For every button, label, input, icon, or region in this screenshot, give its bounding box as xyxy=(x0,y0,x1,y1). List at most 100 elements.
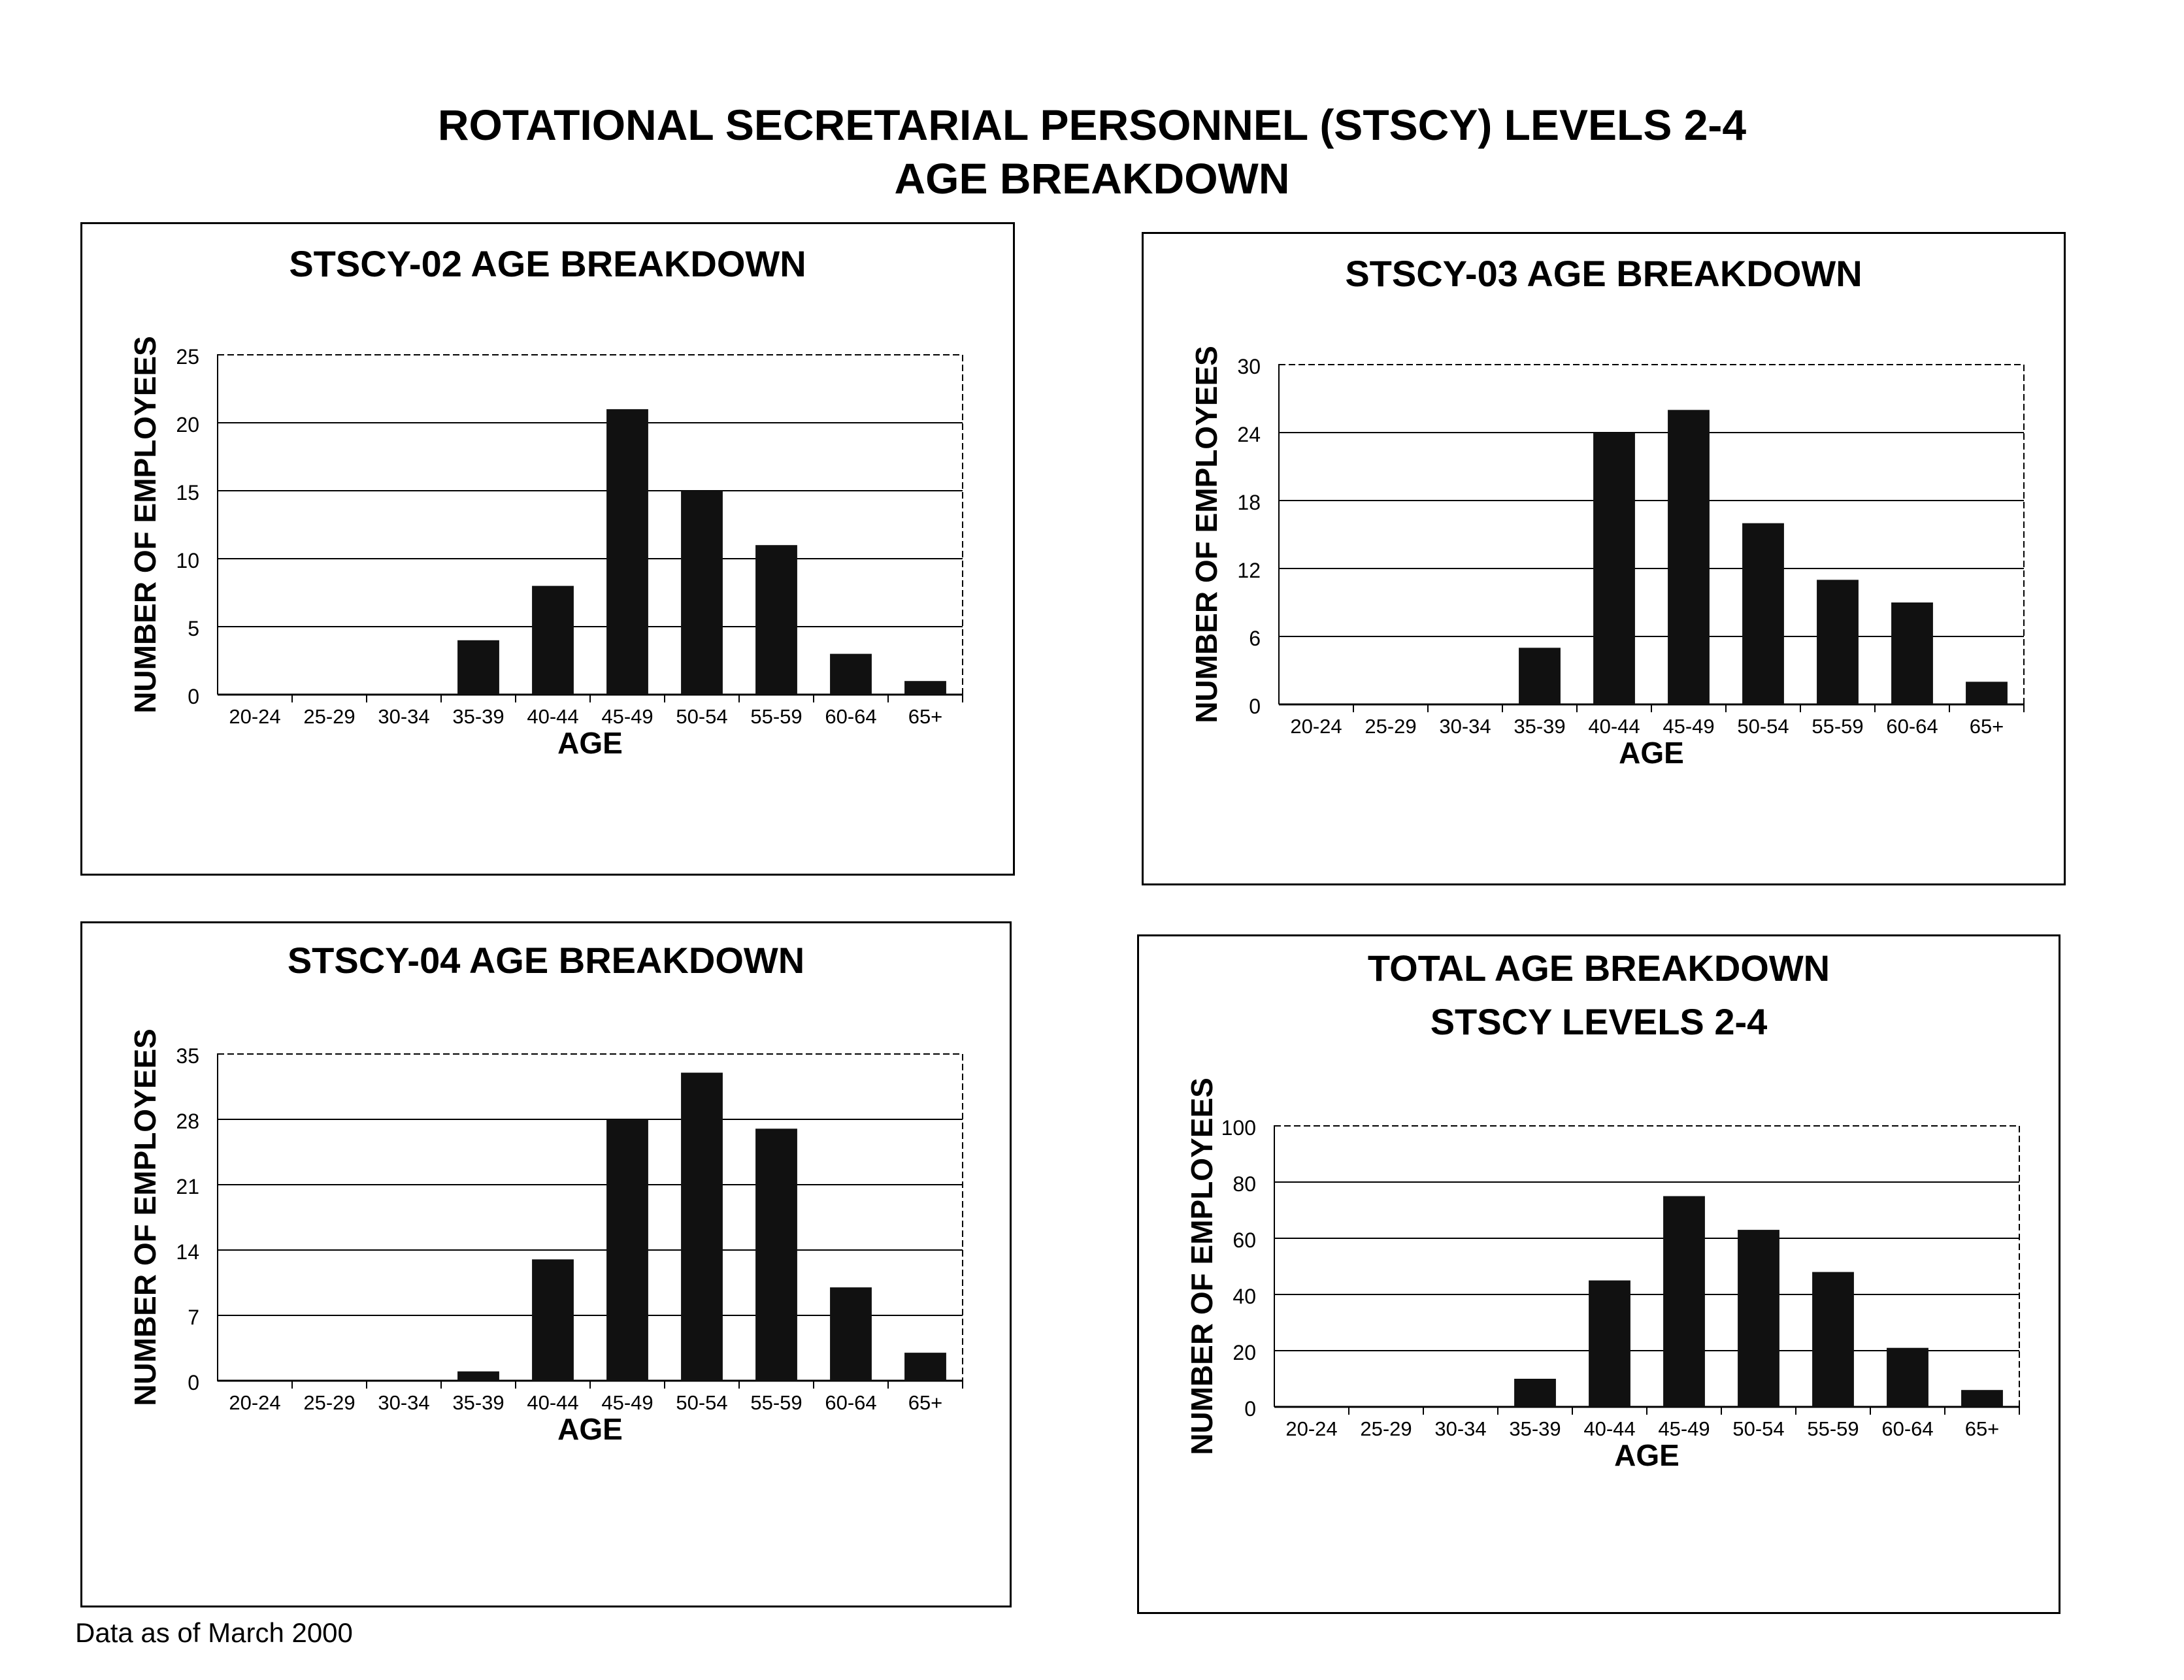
data-date-footnote: Data as of March 2000 xyxy=(75,1617,353,1648)
bar-55-59 xyxy=(755,545,797,695)
x-tick-label: 30-34 xyxy=(378,705,429,728)
bar-55-59 xyxy=(1812,1272,1854,1407)
x-tick-label: 60-64 xyxy=(825,705,876,728)
x-axis-label: AGE xyxy=(557,726,623,760)
x-tick-label: 40-44 xyxy=(1588,715,1640,738)
y-tick-label: 0 xyxy=(1249,695,1261,718)
page-title-line1: ROTATIONAL SECRETARIAL PERSONNEL (STSCY)… xyxy=(437,101,1747,149)
x-axis-label: AGE xyxy=(1619,736,1684,770)
bar-35-39 xyxy=(457,640,499,695)
y-tick-label: 100 xyxy=(1221,1116,1256,1140)
y-tick-label: 30 xyxy=(1237,355,1261,378)
chart-subtitle: STSCY LEVELS 2-4 xyxy=(1430,1001,1768,1042)
x-tick-label: 65+ xyxy=(908,705,943,728)
x-tick-label: 55-59 xyxy=(1807,1417,1859,1440)
y-tick-label: 6 xyxy=(1249,627,1261,650)
x-tick-label: 25-29 xyxy=(303,705,355,728)
x-tick-label: 40-44 xyxy=(1583,1417,1635,1440)
chart-panel-stscy-03: STSCY-03 AGE BREAKDOWN 0 6 12 18 24 30 20-24 25… xyxy=(1142,232,2066,885)
x-tick-label: 50-54 xyxy=(676,1391,727,1414)
chart-title: STSCY-03 AGE BREAKDOWN xyxy=(1345,253,1862,294)
bar-40-44 xyxy=(532,585,574,695)
x-tick-label: 20-24 xyxy=(229,705,280,728)
bar-chart-stscy-04: 0 7 14 21 28 35 20-24 25-29 30-34 35-39 40-44 45-49… xyxy=(128,1029,963,1446)
bar-45-49 xyxy=(1668,410,1710,704)
chart-panel-stscy-04: STSCY-04 AGE BREAKDOWN 0 7 14 21 28 35 20-24 25… xyxy=(80,921,1012,1607)
bar-chart-stscy-02: 0 5 10 15 20 25 20-24 25-29 30-34 35-39 40-44 45-49… xyxy=(128,336,963,760)
x-tick-label: 50-54 xyxy=(1737,715,1789,738)
x-tick-label: 60-64 xyxy=(1886,715,1938,738)
plot-frame xyxy=(217,354,963,695)
y-tick-label: 5 xyxy=(188,617,199,640)
x-tick-label: 45-49 xyxy=(1663,715,1714,738)
x-tick-label: 60-64 xyxy=(1881,1417,1933,1440)
x-tick-label: 35-39 xyxy=(1514,715,1565,738)
x-tick-label: 65+ xyxy=(1965,1417,2000,1440)
y-tick-label: 0 xyxy=(188,685,199,708)
y-tick-label: 10 xyxy=(176,549,199,572)
page-title: ROTATIONAL SECRETARIAL PERSONNEL (STSCY)… xyxy=(0,98,2184,205)
bar-45-49 xyxy=(606,1119,648,1381)
x-tick-label: 50-54 xyxy=(676,705,727,728)
bar-35-39 xyxy=(457,1371,499,1381)
x-tick-label: 25-29 xyxy=(303,1391,355,1414)
x-tick-label: 35-39 xyxy=(452,1391,504,1414)
bar-35-39 xyxy=(1519,648,1561,704)
chart-panel-total: TOTAL AGE BREAKDOWN STSCY LEVELS 2-4 0 20… xyxy=(1137,934,2060,1614)
bar-40-44 xyxy=(532,1259,574,1381)
chart-title: STSCY-02 AGE BREAKDOWN xyxy=(289,243,806,284)
bar-45-49 xyxy=(606,409,648,695)
x-tick-label: 50-54 xyxy=(1732,1417,1784,1440)
y-tick-label: 20 xyxy=(176,413,199,436)
y-tick-label: 0 xyxy=(188,1371,199,1394)
y-axis-label: NUMBER OF EMPLOYEES xyxy=(1185,1078,1219,1455)
x-tick-label: 30-34 xyxy=(1434,1417,1486,1440)
bar-50-54 xyxy=(681,491,723,695)
bar-45-49 xyxy=(1663,1196,1705,1407)
y-tick-label: 20 xyxy=(1233,1341,1256,1364)
x-tick-label: 20-24 xyxy=(229,1391,280,1414)
y-axis-label: NUMBER OF EMPLOYEES xyxy=(128,336,162,714)
x-tick-label: 45-49 xyxy=(1658,1417,1710,1440)
y-tick-label: 7 xyxy=(188,1306,199,1329)
bar-60-64 xyxy=(1887,1347,1928,1407)
bar-35-39 xyxy=(1514,1379,1556,1407)
bar-65+ xyxy=(1966,682,2008,704)
chart-title: STSCY-04 AGE BREAKDOWN xyxy=(287,940,805,981)
x-tick-label: 40-44 xyxy=(527,705,578,728)
y-tick-label: 35 xyxy=(176,1044,199,1068)
y-axis-label: NUMBER OF EMPLOYEES xyxy=(1189,346,1223,723)
bar-chart-total: 0 20 40 60 80 100 20-24 25-29 30-34 35-39 40-44 45-… xyxy=(1185,1078,2020,1472)
y-tick-label: 21 xyxy=(176,1175,199,1198)
bar-55-59 xyxy=(755,1128,797,1381)
y-tick-label: 60 xyxy=(1233,1228,1256,1252)
bar-chart-stscy-03: 0 6 12 18 24 30 20-24 25-29 30-34 35-39 40-44 45-49… xyxy=(1189,346,2025,770)
x-tick-label: 65+ xyxy=(1970,715,2004,738)
y-tick-label: 25 xyxy=(176,345,199,369)
bar-60-64 xyxy=(830,653,872,695)
x-tick-label: 25-29 xyxy=(1365,715,1416,738)
x-tick-label: 45-49 xyxy=(601,1391,653,1414)
x-tick-label: 55-59 xyxy=(750,1391,802,1414)
bar-50-54 xyxy=(681,1072,723,1381)
x-tick-label: 45-49 xyxy=(601,705,653,728)
bar-55-59 xyxy=(1817,580,1859,704)
x-tick-label: 40-44 xyxy=(527,1391,578,1414)
y-tick-label: 0 xyxy=(1244,1397,1256,1421)
bar-40-44 xyxy=(1589,1280,1630,1407)
x-tick-label: 60-64 xyxy=(825,1391,876,1414)
bar-60-64 xyxy=(1891,602,1933,704)
y-axis-label: NUMBER OF EMPLOYEES xyxy=(128,1029,162,1406)
y-tick-label: 40 xyxy=(1233,1285,1256,1308)
x-tick-label: 35-39 xyxy=(452,705,504,728)
x-tick-label: 55-59 xyxy=(1812,715,1863,738)
bar-65+ xyxy=(904,1353,946,1381)
page-title-line2: AGE BREAKDOWN xyxy=(894,154,1290,203)
x-tick-label: 30-34 xyxy=(1439,715,1491,738)
x-tick-label: 30-34 xyxy=(378,1391,429,1414)
y-tick-label: 24 xyxy=(1237,423,1261,446)
bar-50-54 xyxy=(1742,523,1784,704)
chart-panel-stscy-02: STSCY-02 AGE BREAKDOWN 0 5 10 15 20 25 20-24 25… xyxy=(80,222,1015,876)
y-tick-label: 80 xyxy=(1233,1172,1256,1196)
x-tick-label: 65+ xyxy=(908,1391,943,1414)
